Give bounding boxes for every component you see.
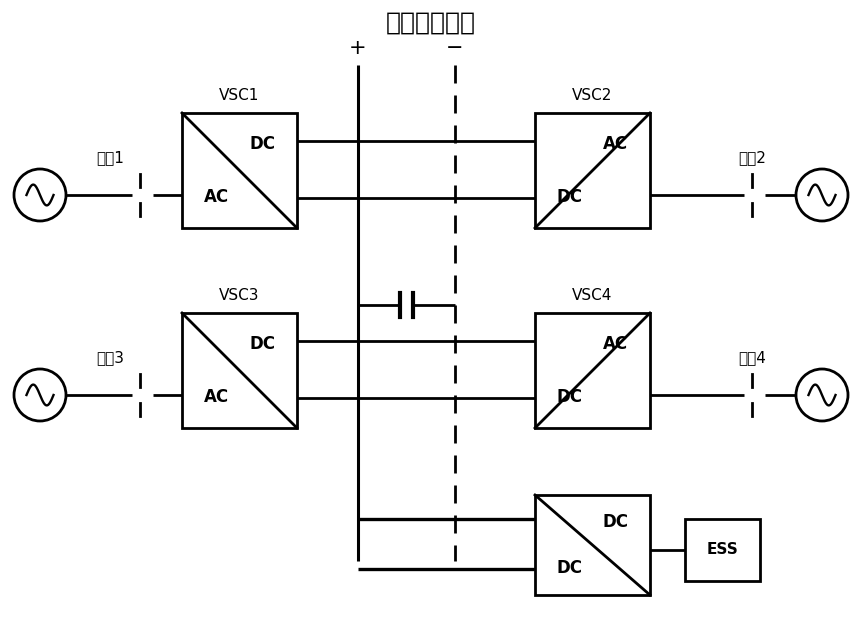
Text: AC: AC <box>204 188 229 206</box>
Text: 馈獱2: 馈獱2 <box>737 151 765 165</box>
Circle shape <box>795 169 847 221</box>
Bar <box>182 313 297 428</box>
Text: VSC4: VSC4 <box>572 288 612 303</box>
Text: DC: DC <box>556 559 582 577</box>
Bar <box>535 313 649 428</box>
Text: 馈獱1: 馈獱1 <box>96 151 124 165</box>
Text: AC: AC <box>602 335 628 353</box>
Text: +: + <box>349 38 367 58</box>
Text: DC: DC <box>556 188 582 206</box>
Circle shape <box>14 369 66 421</box>
Text: VSC3: VSC3 <box>219 288 259 303</box>
Text: 馈獱4: 馈獱4 <box>737 351 765 365</box>
Text: AC: AC <box>204 388 229 406</box>
Circle shape <box>795 369 847 421</box>
Text: DC: DC <box>602 513 628 531</box>
Bar <box>535 113 649 228</box>
Text: VSC2: VSC2 <box>572 88 612 103</box>
Text: DC: DC <box>249 335 276 353</box>
Text: 公共直流母线: 公共直流母线 <box>386 11 475 35</box>
Circle shape <box>14 169 66 221</box>
Text: DC: DC <box>249 135 276 153</box>
Bar <box>535 495 649 595</box>
Bar <box>684 519 759 581</box>
Text: DC: DC <box>556 388 582 406</box>
Text: AC: AC <box>602 135 628 153</box>
Bar <box>182 113 297 228</box>
Text: ESS: ESS <box>706 542 738 558</box>
Text: VSC1: VSC1 <box>219 88 259 103</box>
Text: −: − <box>446 38 463 58</box>
Text: 馈獱3: 馈獱3 <box>96 351 124 365</box>
